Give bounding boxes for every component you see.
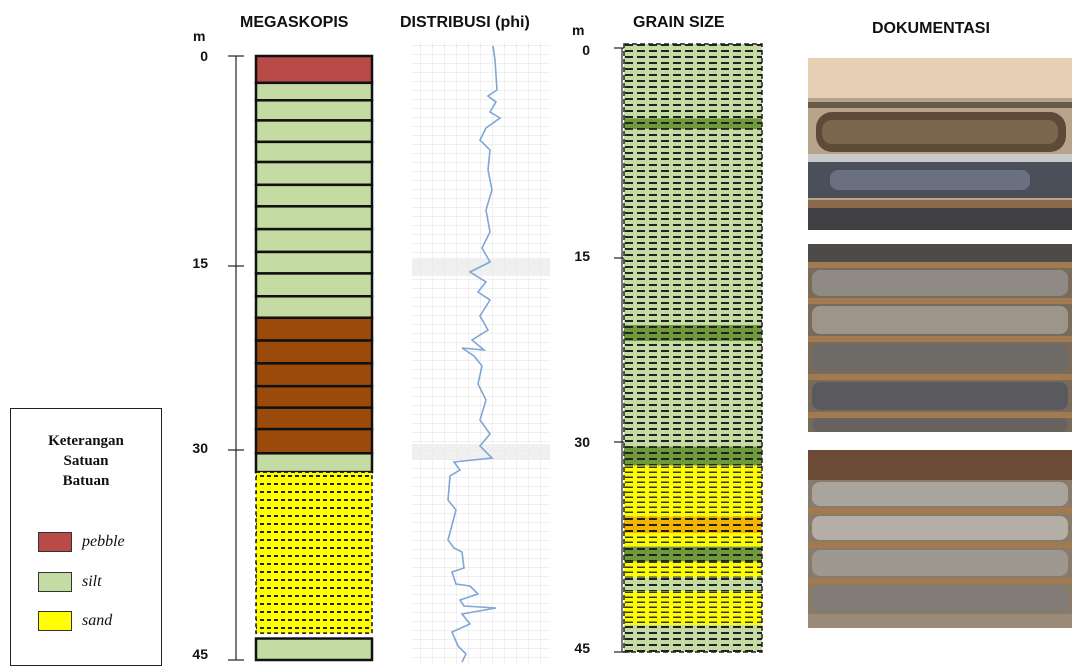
grain-size-header: GRAIN SIZE — [633, 14, 725, 31]
legend-box: Keterangan Satuan Batuan pebble silt san… — [10, 408, 162, 666]
megaskopis-layer-sand — [255, 471, 373, 634]
distribusi-column — [412, 42, 550, 664]
core-photo-2 — [808, 244, 1072, 432]
megaskopis-layer-silt — [254, 183, 374, 208]
grain-dash-overlay — [624, 546, 762, 562]
grain-layer-sand — [624, 591, 762, 625]
megaskopis-layer-pebble — [254, 54, 374, 85]
megaskopis-layer-clay_brown — [254, 384, 374, 409]
depth-tick-right-0: 0 — [582, 42, 590, 58]
depth-unit-right: m — [572, 22, 585, 38]
grain-dash-overlay — [624, 577, 762, 592]
grain-dash-overlay — [624, 624, 762, 652]
megaskopis-layer-silt — [254, 81, 374, 102]
depth-unit-left: m — [193, 28, 206, 44]
legend-label-silt: silt — [82, 573, 102, 590]
megaskopis-header: MEGASKOPIS — [240, 14, 349, 31]
legend-swatch-sand — [38, 611, 72, 631]
depth-tick-left-30: 30 — [192, 440, 208, 456]
megaskopis-layer-clay_brown — [254, 362, 374, 388]
depth-tick-right-15: 15 — [574, 248, 590, 264]
grain-dash-overlay — [624, 341, 762, 447]
megaskopis-layer-silt — [254, 140, 374, 164]
grain-dash-overlay — [624, 118, 762, 130]
grain-dash-overlay — [624, 516, 762, 534]
legend-title-line-2: Satuan — [63, 453, 109, 469]
megaskopis-layer-silt — [254, 205, 374, 231]
megaskopis-layer-silt — [254, 295, 374, 319]
megaskopis-layer-clay_brown — [254, 339, 374, 365]
distribution-line — [447, 45, 502, 663]
core-photo-3 — [808, 450, 1072, 628]
depth-tick-left-0: 0 — [200, 48, 208, 64]
megaskopis-layer-clay_brown — [254, 427, 374, 455]
grain-dash-overlay — [624, 325, 762, 342]
grain-size-column — [623, 43, 763, 653]
megaskopis-layer-silt — [254, 637, 374, 662]
megaskopis-layer-silt — [254, 99, 374, 122]
legend-title: Keterangan Satuan Batuan — [11, 431, 161, 491]
grain-layer-sand — [624, 561, 762, 578]
legend-label-sand: sand — [82, 612, 113, 629]
depth-axis-left — [228, 55, 244, 661]
grain-dash-overlay — [624, 44, 762, 119]
megaskopis-layer-silt — [254, 119, 374, 144]
megaskopis-layer-silt — [254, 227, 374, 254]
megaskopis-layer-silt — [254, 160, 374, 187]
grain-layer-sand — [624, 533, 762, 547]
core-photo-1 — [808, 58, 1072, 230]
megaskopis-layer-silt — [254, 452, 374, 474]
megaskopis-layer-silt — [254, 250, 374, 275]
dokumentasi-header: DOKUMENTASI — [872, 20, 990, 37]
megaskopis-layer-clay_brown — [254, 316, 374, 342]
grain-layer-sand — [624, 465, 762, 517]
legend-title-line-3: Batuan — [62, 473, 110, 489]
depth-tick-left-15: 15 — [192, 255, 208, 271]
legend-swatch-pebble — [38, 532, 72, 552]
legend-label-pebble: pebble — [82, 533, 125, 550]
grain-column-border — [623, 43, 763, 653]
depth-tick-right-30: 30 — [574, 434, 590, 450]
legend-title-line-1: Keterangan — [48, 433, 124, 449]
grain-dash-overlay — [624, 129, 762, 326]
megaskopis-column — [254, 54, 374, 662]
grain-dash-overlay — [624, 446, 762, 466]
depth-tick-left-45: 45 — [192, 646, 208, 662]
legend-swatch-silt — [38, 572, 72, 592]
distribusi-header: DISTRIBUSI (phi) — [400, 14, 530, 31]
megaskopis-layer-silt — [254, 272, 374, 298]
depth-tick-right-45: 45 — [574, 640, 590, 656]
megaskopis-layer-clay_brown — [254, 406, 374, 431]
